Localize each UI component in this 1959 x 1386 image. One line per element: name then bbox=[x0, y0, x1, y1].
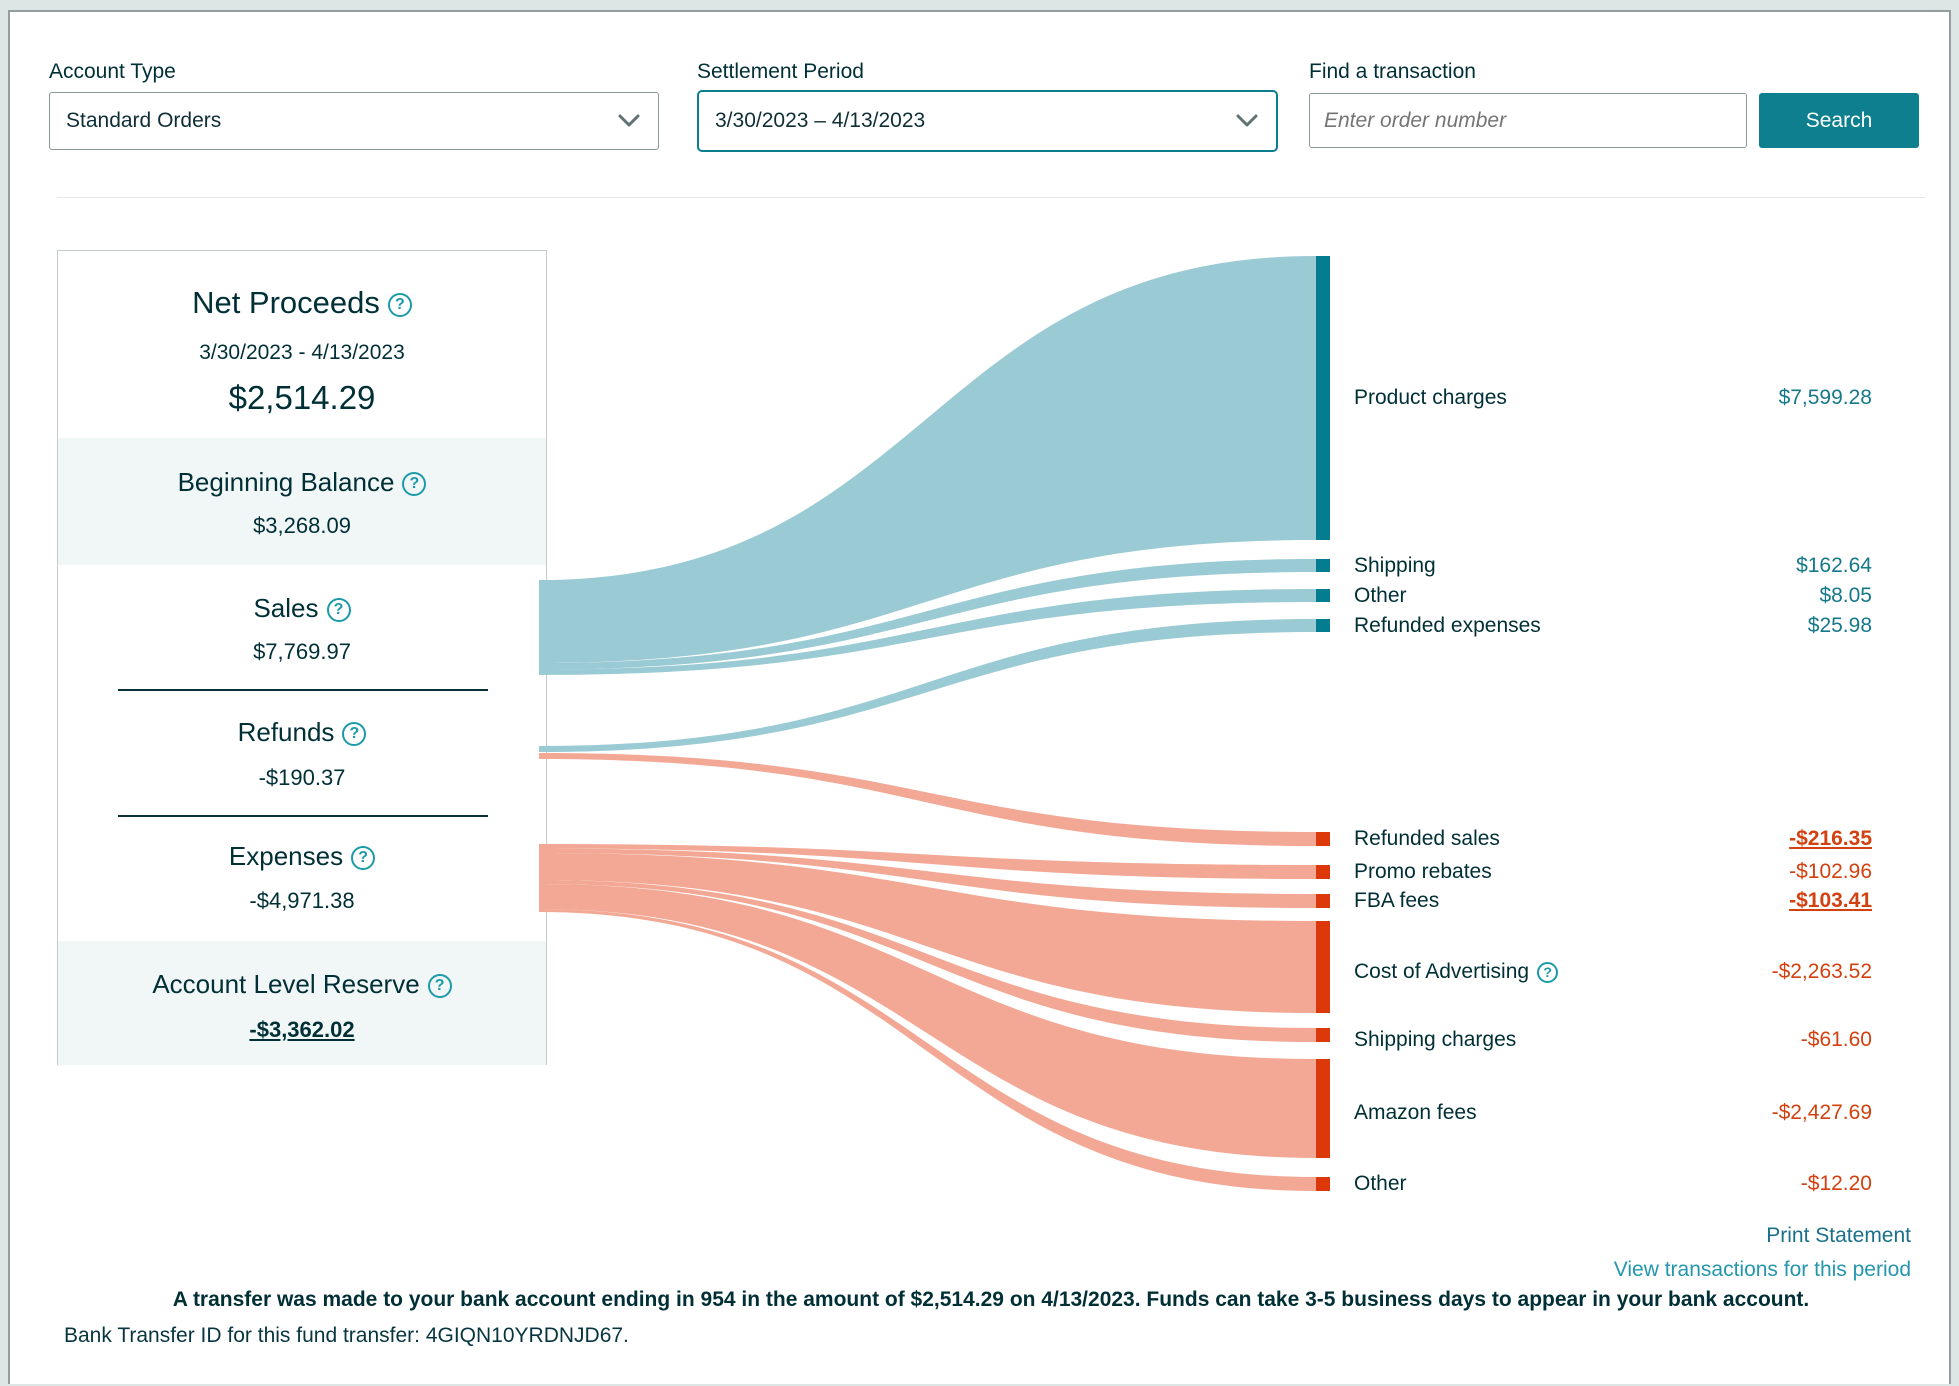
sankey-label-product_charges: Product charges bbox=[1354, 386, 1507, 409]
net-proceeds-sankey-chart bbox=[539, 256, 1330, 1191]
beginning-balance-help-icon[interactable]: ? bbox=[402, 472, 427, 497]
sankey-value-refunded_sales: -$216.35 bbox=[1789, 827, 1872, 850]
sankey-value-refunded_expenses: $25.98 bbox=[1807, 614, 1872, 637]
sankey-label-refunded_sales: Refunded sales bbox=[1354, 827, 1500, 850]
beginning-balance-amount: $3,268.09 bbox=[253, 513, 351, 538]
card-divider bbox=[118, 689, 488, 691]
sankey-node-shipping_charges bbox=[1316, 1028, 1330, 1042]
sankey-label-fba_fees: FBA fees bbox=[1354, 889, 1440, 912]
sankey-value-promo_rebates: -$102.96 bbox=[1789, 860, 1872, 883]
sankey-label-shipping_charges: Shipping charges bbox=[1354, 1028, 1517, 1051]
expenses-amount: -$4,971.38 bbox=[249, 888, 355, 913]
net-proceeds-period: 3/30/2023 - 4/13/2023 bbox=[199, 341, 405, 364]
refunds-help-icon[interactable]: ? bbox=[342, 722, 367, 747]
sankey-node-amazon_fees bbox=[1316, 1059, 1330, 1158]
net-proceeds-card: Net Proceeds? 3/30/2023 - 4/13/2023 $2,5… bbox=[57, 250, 547, 1065]
net-proceeds-help-icon[interactable]: ? bbox=[387, 292, 412, 317]
sankey-value-fba_fees: -$103.41 bbox=[1789, 889, 1872, 912]
sankey-row-cost_of_advertising: Cost of Advertising? -$2,263.52 bbox=[1354, 957, 1872, 987]
sankey-row-product_charges: Product charges $7,599.28 bbox=[1354, 383, 1872, 413]
sankey-row-other_sales: Other $8.05 bbox=[1354, 581, 1872, 611]
sankey-flow-promo_rebates bbox=[539, 844, 1316, 879]
account-type-value: Standard Orders bbox=[66, 109, 222, 132]
sankey-flow-amazon_fees bbox=[539, 884, 1316, 1158]
sankey-row-amazon_fees: Amazon fees -$2,427.69 bbox=[1354, 1098, 1872, 1128]
sankey-row-refunded_sales: Refunded sales -$216.35 bbox=[1354, 824, 1872, 854]
sankey-label-shipping: Shipping bbox=[1354, 554, 1436, 577]
sankey-flow-fba_fees bbox=[539, 848, 1316, 908]
account-level-reserve-help-icon[interactable]: ? bbox=[427, 974, 452, 999]
sankey-value-other_sales: $8.05 bbox=[1819, 584, 1872, 607]
sankey-node-other_expenses bbox=[1316, 1177, 1330, 1191]
account-level-reserve-title: Account Level Reserve? bbox=[58, 969, 546, 1000]
account-level-reserve-amount: -$3,362.02 bbox=[249, 1017, 355, 1042]
account-type-label: Account Type bbox=[49, 60, 176, 83]
sankey-label-refunded_expenses: Refunded expenses bbox=[1354, 614, 1541, 637]
account-type-select[interactable]: Standard Orders bbox=[49, 92, 659, 150]
settlement-period-value: 3/30/2023 – 4/13/2023 bbox=[715, 109, 926, 132]
sankey-node-promo_rebates bbox=[1316, 865, 1330, 879]
sankey-row-fba_fees: FBA fees -$103.41 bbox=[1354, 886, 1872, 916]
sankey-row-shipping_charges: Shipping charges -$61.60 bbox=[1354, 1025, 1872, 1055]
refunds-title: Refunds? bbox=[58, 717, 546, 748]
sankey-node-product_charges bbox=[1316, 256, 1330, 540]
sankey-row-refunded_expenses: Refunded expenses $25.98 bbox=[1354, 611, 1872, 641]
expenses-title: Expenses? bbox=[58, 841, 546, 872]
sankey-value-amazon_fees: -$2,427.69 bbox=[1771, 1101, 1872, 1124]
sankey-label-promo_rebates: Promo rebates bbox=[1354, 860, 1492, 883]
sankey-label-amazon_fees: Amazon fees bbox=[1354, 1101, 1477, 1124]
sankey-flow-shipping bbox=[539, 559, 1316, 670]
card-divider bbox=[118, 815, 488, 817]
settlement-period-label: Settlement Period bbox=[697, 60, 864, 83]
net-proceeds-amount: $2,514.29 bbox=[228, 379, 376, 416]
sankey-node-cost_of_advertising bbox=[1316, 921, 1330, 1013]
sankey-row-promo_rebates: Promo rebates -$102.96 bbox=[1354, 857, 1872, 887]
sankey-flow-cost_of_advertising bbox=[539, 853, 1316, 1013]
sankey-value-shipping: $162.64 bbox=[1796, 554, 1872, 577]
sankey-flow-shipping_charges bbox=[539, 880, 1316, 1042]
payments-dashboard-panel: Account Type Standard Orders Settlement … bbox=[8, 10, 1951, 1384]
sankey-value-cost_of_advertising: -$2,263.52 bbox=[1771, 960, 1872, 983]
chevron-down-icon bbox=[618, 114, 640, 127]
find-transaction-label: Find a transaction bbox=[1309, 60, 1476, 83]
account-level-reserve-section-bg bbox=[58, 941, 546, 1065]
sankey-label-other_expenses: Other bbox=[1354, 1172, 1407, 1195]
sankey-value-product_charges: $7,599.28 bbox=[1778, 386, 1872, 409]
settlement-period-select[interactable]: 3/30/2023 – 4/13/2023 bbox=[697, 90, 1278, 152]
transfer-notice-text: A transfer was made to your bank account… bbox=[172, 1288, 1810, 1311]
order-number-input[interactable] bbox=[1309, 93, 1747, 148]
sales-help-icon[interactable]: ? bbox=[326, 598, 351, 623]
search-button[interactable]: Search bbox=[1759, 93, 1919, 148]
sankey-flow-other_expenses bbox=[539, 909, 1316, 1191]
refunds-amount: -$190.37 bbox=[258, 765, 346, 790]
sankey-flow-refunded_expenses bbox=[539, 619, 1316, 752]
sankey-row-shipping: Shipping $162.64 bbox=[1354, 551, 1872, 581]
beginning-balance-title: Beginning Balance? bbox=[58, 467, 546, 498]
sankey-node-refunded_expenses bbox=[1316, 619, 1330, 632]
sankey-row-other_expenses: Other -$12.20 bbox=[1354, 1169, 1872, 1199]
sankey-label-cost_of_advertising: Cost of Advertising? bbox=[1354, 960, 1559, 984]
sankey-flow-other_sales bbox=[539, 589, 1316, 675]
view-transactions-link[interactable]: View transactions for this period bbox=[1613, 1258, 1911, 1281]
chevron-down-icon bbox=[1236, 114, 1258, 127]
sankey-label-other_sales: Other bbox=[1354, 584, 1407, 607]
beginning-balance-section-bg bbox=[58, 438, 546, 565]
sankey-node-other_sales bbox=[1316, 589, 1330, 602]
print-statement-link[interactable]: Print Statement bbox=[1766, 1224, 1911, 1247]
sales-amount: $7,769.97 bbox=[253, 639, 351, 664]
sankey-value-other_expenses: -$12.20 bbox=[1800, 1172, 1872, 1195]
net-proceeds-title: Net Proceeds? bbox=[58, 285, 546, 321]
sankey-flow-product_charges bbox=[539, 256, 1316, 663]
sales-title: Sales? bbox=[58, 593, 546, 624]
filter-divider bbox=[57, 197, 1925, 198]
sankey-value-shipping_charges: -$61.60 bbox=[1800, 1028, 1872, 1051]
sankey-node-shipping bbox=[1316, 559, 1330, 572]
sankey-node-refunded_sales bbox=[1316, 832, 1330, 846]
cost_of_advertising-help-icon[interactable]: ? bbox=[1537, 961, 1559, 983]
sankey-flow-refunded_sales bbox=[539, 753, 1316, 846]
expenses-help-icon[interactable]: ? bbox=[351, 846, 376, 871]
sankey-node-fba_fees bbox=[1316, 894, 1330, 908]
transfer-id-text: Bank Transfer ID for this fund transfer:… bbox=[64, 1324, 629, 1347]
